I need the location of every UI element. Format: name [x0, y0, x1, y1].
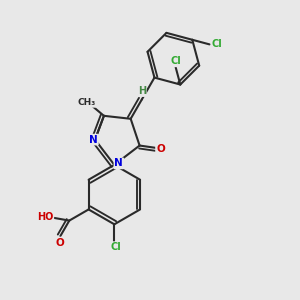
Text: Cl: Cl	[110, 242, 121, 252]
Text: HO: HO	[37, 212, 53, 223]
Text: Cl: Cl	[170, 56, 181, 66]
Text: N: N	[89, 135, 98, 145]
Text: O: O	[56, 238, 65, 248]
Text: O: O	[156, 143, 165, 154]
Text: N: N	[114, 158, 123, 168]
Text: CH₃: CH₃	[77, 98, 96, 107]
Text: H: H	[138, 86, 146, 96]
Text: Cl: Cl	[212, 39, 222, 50]
